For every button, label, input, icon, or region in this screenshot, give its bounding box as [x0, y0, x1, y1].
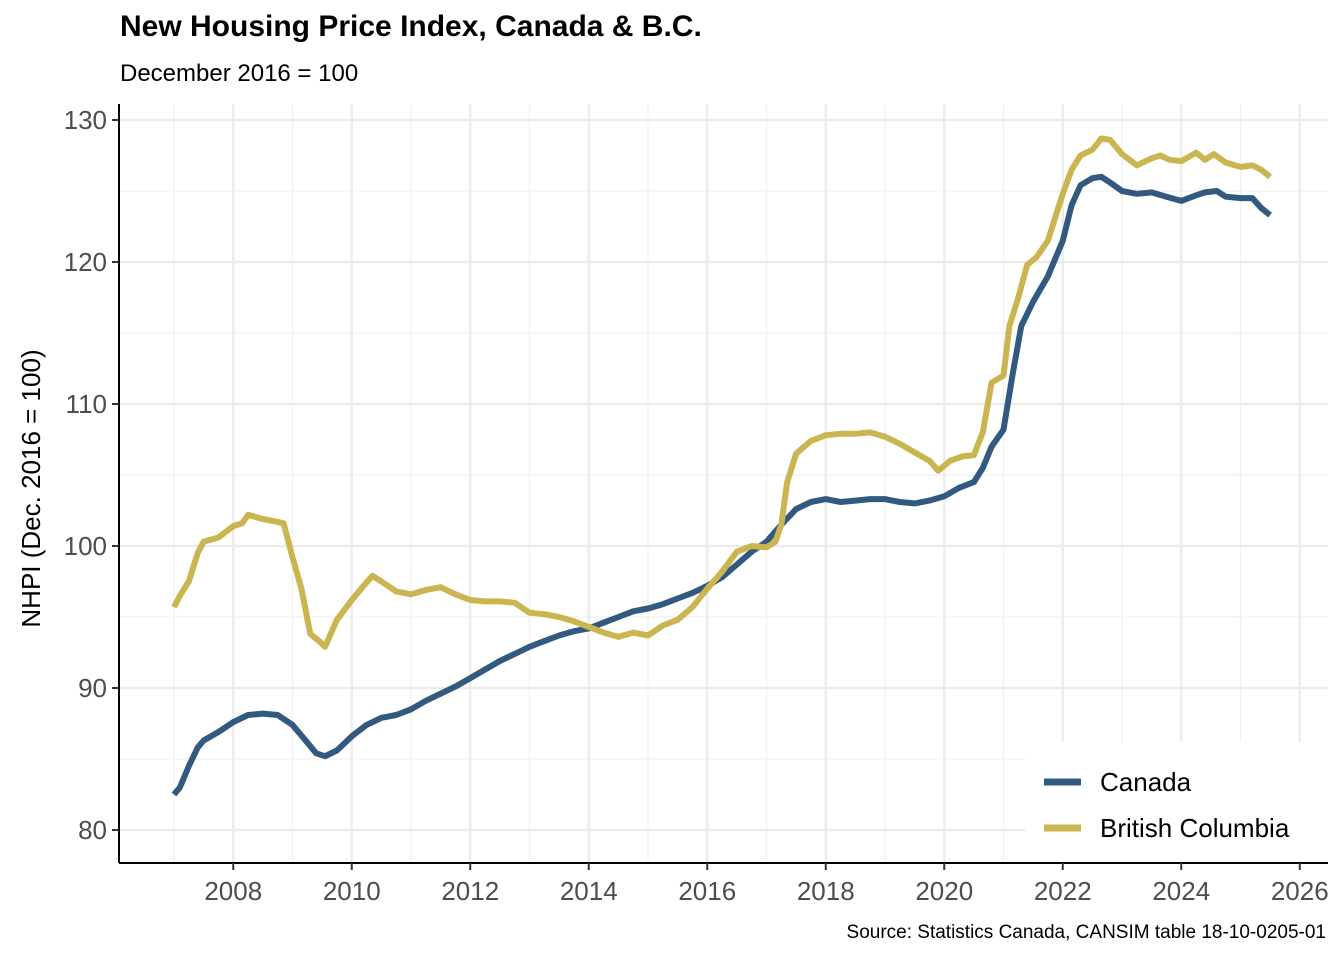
x-tick-label: 2018	[797, 876, 855, 906]
x-tick-label: 2014	[560, 876, 618, 906]
chart-subtitle: December 2016 = 100	[120, 60, 359, 87]
minor-gridlines	[119, 104, 1328, 863]
y-tick-label: 80	[78, 815, 107, 845]
y-tick-label: 110	[66, 389, 107, 419]
y-axis-ticks: 80 90 100 110 120 130	[64, 105, 119, 845]
x-tick-label: 2024	[1152, 876, 1210, 906]
y-tick-label: 100	[64, 531, 107, 561]
series-lines	[171, 135, 1272, 797]
legend: Canada British Columbia	[1044, 767, 1290, 843]
y-tick-label: 120	[64, 247, 107, 277]
x-tick-label: 2016	[678, 876, 736, 906]
legend-label: Canada	[1100, 767, 1192, 797]
axes	[118, 104, 1328, 864]
x-tick-label: 2026	[1271, 876, 1329, 906]
series-line-canada	[171, 173, 1272, 797]
x-tick-label: 2022	[1034, 876, 1092, 906]
y-tick-label: 90	[78, 673, 107, 703]
chart-title: New Housing Price Index, Canada & B.C.	[120, 10, 702, 43]
legend-label: British Columbia	[1100, 813, 1290, 843]
x-axis-ticks: 2008 2010 2012 2014 2016 2018 2020 2022 2024 2026	[204, 863, 1329, 906]
series-line-british-columbia	[171, 135, 1272, 650]
y-axis-title: NHPI (Dec. 2016 = 100)	[16, 349, 46, 627]
x-tick-label: 2020	[915, 876, 973, 906]
legend-background	[1025, 742, 1335, 862]
x-tick-label: 2010	[323, 876, 381, 906]
source-caption: Source: Statistics Canada, CANSIM table …	[846, 922, 1326, 943]
x-tick-label: 2008	[204, 876, 262, 906]
x-tick-label: 2012	[441, 876, 499, 906]
y-tick-label: 130	[64, 105, 107, 135]
